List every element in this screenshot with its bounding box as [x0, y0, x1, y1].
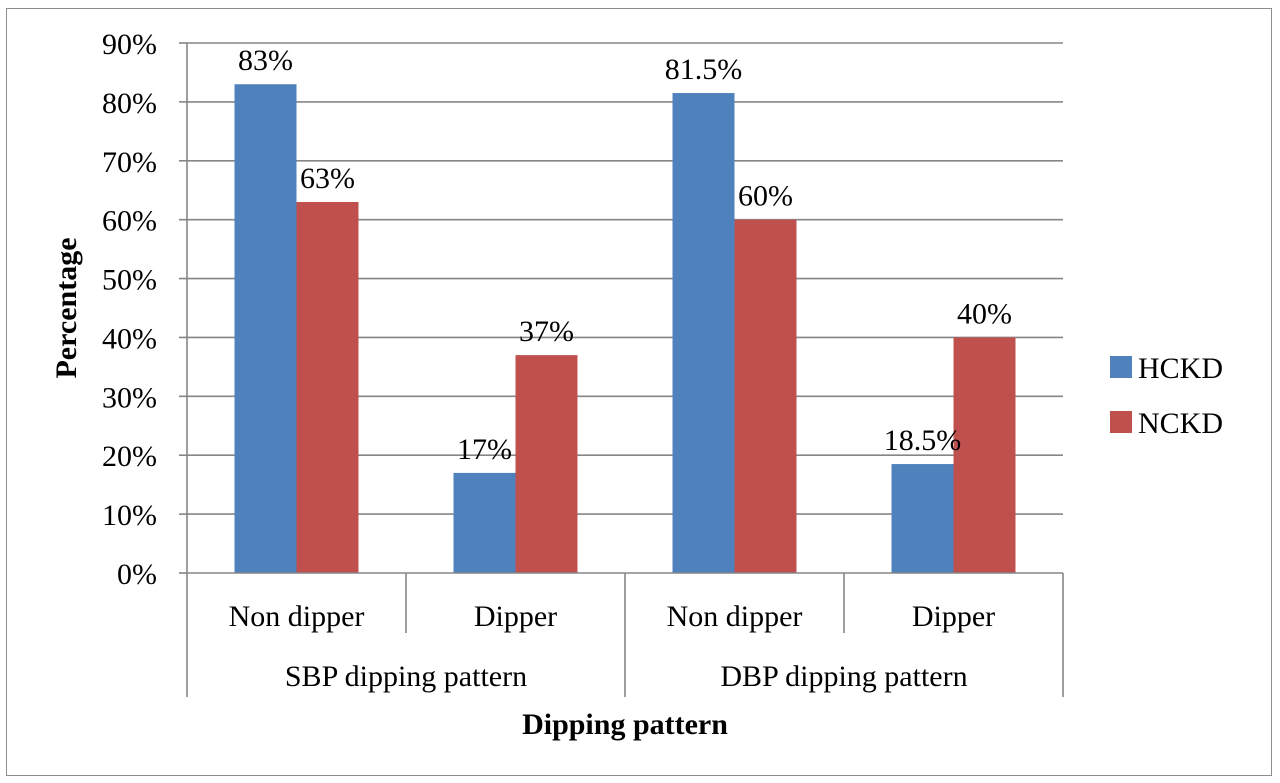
data-label: 37% — [519, 315, 574, 348]
x-category-label: Dipper — [474, 600, 557, 633]
data-label: 60% — [738, 180, 793, 213]
axes — [179, 42, 1064, 697]
x-axis-title: Dipping pattern — [522, 708, 728, 741]
y-tick-label: 20% — [102, 440, 157, 473]
y-tick-label: 40% — [102, 322, 157, 355]
bars — [234, 84, 1016, 574]
legend-swatch-nckd — [1110, 411, 1132, 433]
bar-nckd — [953, 337, 1016, 573]
bar-nckd — [734, 219, 797, 573]
x-group-label: SBP dipping pattern — [285, 660, 527, 693]
y-tick-label: 70% — [102, 146, 157, 179]
data-label: 83% — [238, 44, 293, 77]
bar-nckd — [296, 202, 359, 573]
bar-hckd — [672, 93, 735, 574]
data-label: 18.5% — [884, 424, 962, 457]
y-tick-label: 50% — [102, 264, 157, 297]
data-label: 81.5% — [665, 53, 743, 86]
y-tick-label: 10% — [102, 499, 157, 532]
y-tick-label: 0% — [117, 558, 157, 591]
y-tick-labels: 0% 10% 20% 30% 40% 50% 60% 70% 80% 90% — [102, 28, 157, 591]
x-category-labels: Non dipper Dipper Non dipper Dipper SBP dipp… — [229, 600, 996, 693]
legend-label: NCKD — [1138, 407, 1223, 440]
y-axis-title: Percentage — [50, 237, 83, 378]
x-category-label: Non dipper — [229, 600, 365, 633]
data-labels: 83% 17% 81.5% 18.5% 63% 37% 60% 40% — [238, 44, 1012, 466]
x-group-label: DBP dipping pattern — [720, 660, 967, 693]
x-category-label: Dipper — [912, 600, 995, 633]
bar-hckd — [453, 472, 516, 573]
y-tick-label: 30% — [102, 381, 157, 414]
data-label: 40% — [957, 297, 1012, 330]
legend-label: HCKD — [1138, 352, 1223, 385]
y-tick-label: 90% — [102, 28, 157, 61]
bar-hckd — [891, 464, 954, 573]
x-category-label: Non dipper — [667, 600, 803, 633]
legend: HCKD NCKD — [1110, 352, 1223, 440]
y-tick-label: 60% — [102, 205, 157, 238]
chart-frame — [6, 8, 1272, 776]
y-tick-label: 80% — [102, 87, 157, 120]
legend-swatch-hckd — [1110, 356, 1132, 378]
bar-hckd — [234, 84, 297, 573]
data-label: 17% — [457, 433, 512, 466]
bar-nckd — [515, 355, 578, 573]
data-label: 63% — [300, 162, 355, 195]
